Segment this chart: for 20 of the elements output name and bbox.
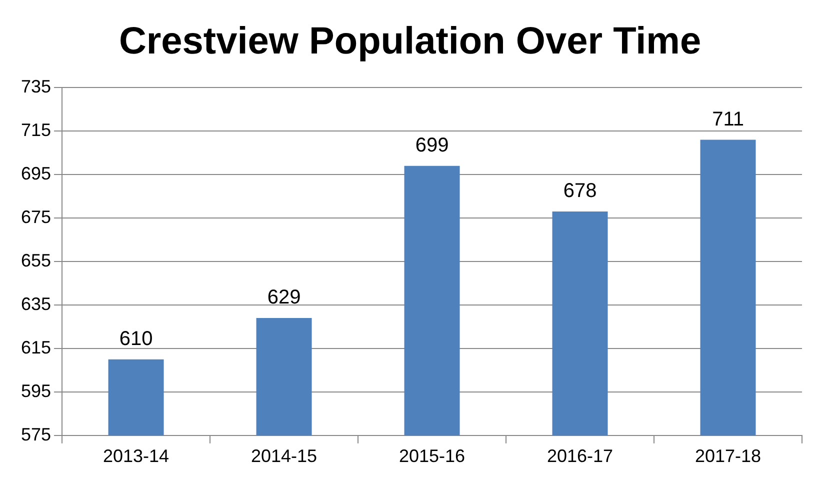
x-tick-label: 2015-16 (398, 446, 466, 466)
y-tick-label: 695 (20, 164, 52, 184)
data-label: 610 (119, 328, 153, 350)
y-tick-label: 655 (20, 250, 52, 270)
x-tick-label: 2014-15 (250, 446, 318, 466)
chart-title: Crestview Population Over Time (118, 20, 702, 62)
y-tick-label: 675 (20, 206, 52, 227)
data-label: 711 (712, 108, 744, 130)
data-label: 629 (267, 286, 301, 309)
y-tick-label: 575 (20, 424, 52, 444)
data-label: 678 (563, 180, 597, 202)
y-tick-label: 715 (20, 120, 52, 140)
y-tick-label: 735 (20, 76, 52, 97)
data-label: 699 (415, 134, 449, 156)
y-tick-label: 615 (20, 337, 52, 358)
x-tick-label: 2013-14 (103, 446, 170, 466)
x-tick-label: 2017-18 (694, 446, 762, 466)
x-tick-label: 2016-17 (546, 446, 614, 466)
y-tick-label: 635 (20, 294, 52, 314)
y-tick-label: 595 (20, 380, 52, 401)
